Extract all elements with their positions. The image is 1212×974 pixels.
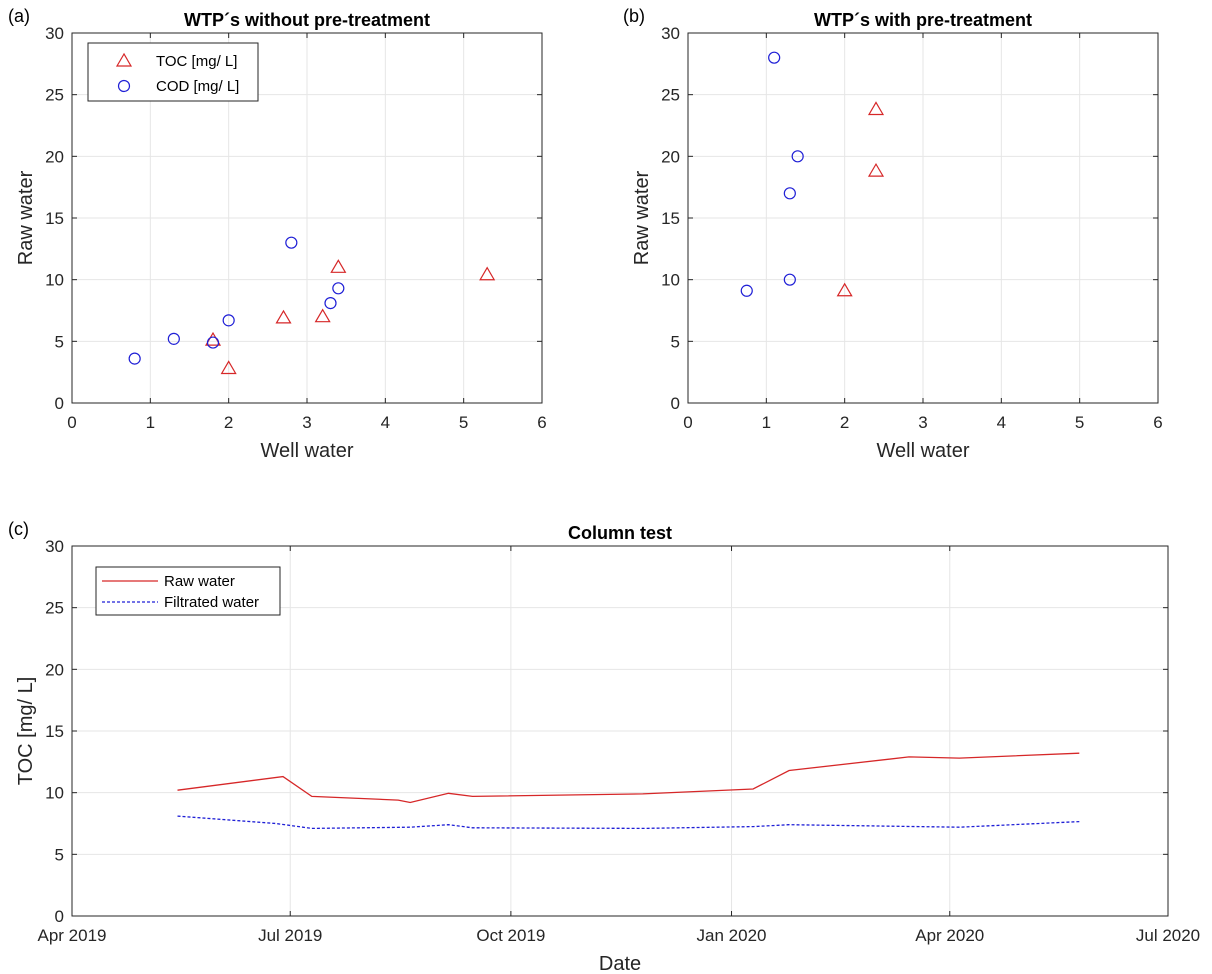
- y-tick-label: 0: [55, 907, 64, 926]
- x-tick-label: 4: [997, 413, 1006, 432]
- toc-triangle-marker: [836, 282, 853, 297]
- y-tick-label: 5: [671, 332, 680, 351]
- legend-triangle-marker: [115, 52, 133, 67]
- cod-circle-marker: [791, 150, 804, 163]
- raw-water-line: [177, 752, 1080, 804]
- x-tick-label: 3: [918, 413, 927, 432]
- cod-circle-marker: [128, 352, 141, 365]
- cod-circle-marker: [167, 332, 180, 345]
- x-tick-label: 5: [1075, 413, 1084, 432]
- cod-circle-marker: [206, 336, 220, 349]
- y-tick-label: 30: [45, 24, 64, 43]
- x-tick-label: 4: [381, 413, 390, 432]
- x-tick-label: 1: [762, 413, 771, 432]
- y-tick-label: 10: [45, 271, 64, 290]
- y-tick-label: 10: [45, 784, 64, 803]
- cod-circle-marker: [768, 51, 781, 64]
- y-tick-label: 30: [661, 24, 680, 43]
- y-tick-label: 25: [45, 86, 64, 105]
- y-tick-label: 20: [45, 147, 64, 166]
- x-tick-label: 6: [1153, 413, 1162, 432]
- legend-box: [87, 42, 259, 102]
- legend: TOC [mg/ L] COD [mg/ L]: [87, 42, 259, 102]
- chart-title: WTP´s with pre-treatment: [814, 10, 1032, 30]
- toc-triangle-marker: [220, 360, 237, 375]
- toc-triangle-marker: [330, 259, 347, 273]
- x-tick-label: 0: [683, 413, 692, 432]
- chart-panel-1: 0 1 2 3 4 5 6 0 5 10 15 20 25 30 WTP´s with pre-treatm…: [623, 6, 1163, 462]
- x-tick-label: Jan 2020: [697, 926, 767, 945]
- x-tick-label: 3: [302, 413, 311, 432]
- toc-triangle-marker: [479, 266, 496, 281]
- x-tick-label: 5: [459, 413, 468, 432]
- y-axis-label: TOC [mg/ L]: [15, 677, 37, 786]
- x-tick-label: Apr 2020: [915, 926, 984, 945]
- chart-title: WTP´s without pre-treatment: [184, 10, 430, 30]
- y-tick-label: 20: [45, 660, 64, 679]
- y-tick-label: 30: [45, 537, 64, 556]
- legend-label: TOC [mg/ L]: [156, 53, 237, 70]
- chart-title: Column test: [568, 523, 672, 543]
- y-tick-label: 20: [661, 147, 680, 166]
- x-tick-label: Apr 2019: [38, 926, 107, 945]
- x-axis-label: Well water: [261, 440, 354, 462]
- y-axis-label: Raw water: [631, 170, 653, 265]
- x-tick-label: Jul 2020: [1136, 926, 1200, 945]
- y-tick-label: 15: [45, 722, 64, 741]
- legend-label: Raw water: [164, 573, 235, 590]
- toc-triangle-marker: [275, 309, 292, 324]
- cod-circle-marker: [740, 284, 753, 297]
- panel-label: (a): [8, 6, 30, 26]
- cod-circle-marker: [285, 236, 298, 249]
- x-axis-label: Date: [599, 953, 641, 974]
- x-tick-label: 0: [67, 413, 76, 432]
- x-tick-label: 2: [840, 413, 849, 432]
- legend: Raw water Filtrated water: [95, 566, 281, 616]
- legend-box: [95, 566, 281, 616]
- x-tick-label: 6: [537, 413, 546, 432]
- panel-label: (c): [8, 519, 29, 539]
- y-tick-label: 0: [55, 394, 64, 413]
- y-tick-label: 5: [55, 845, 64, 864]
- filtrated-water-line: [177, 815, 1080, 830]
- y-tick-label: 0: [671, 394, 680, 413]
- chart-panel-2: Apr 2019 Jul 2019 Oct 2019 Jan 2020 Apr 2020…: [8, 519, 1200, 974]
- legend-circle-marker: [117, 79, 131, 93]
- legend-label: Filtrated water: [164, 594, 259, 611]
- cod-circle-marker: [222, 314, 235, 327]
- y-tick-label: 5: [55, 332, 64, 351]
- cod-circle-marker: [783, 187, 796, 200]
- panel-label: (b): [623, 6, 645, 26]
- x-tick-label: Jul 2019: [258, 926, 322, 945]
- y-tick-label: 15: [45, 209, 64, 228]
- x-axis-label: Well water: [877, 440, 970, 462]
- y-tick-label: 25: [661, 86, 680, 105]
- x-tick-label: 2: [224, 413, 233, 432]
- chart-panel-0: 0 1 2 3 4 5 6 0 5 10 15 20 25 30 WTP´s without pre-tre…: [8, 6, 547, 462]
- y-tick-label: 15: [661, 209, 680, 228]
- y-axis-label: Raw water: [15, 170, 37, 265]
- cod-circle-marker: [324, 297, 337, 310]
- cod-circle-marker: [332, 282, 345, 295]
- x-tick-label: 1: [146, 413, 155, 432]
- legend-label: COD [mg/ L]: [156, 78, 239, 95]
- y-tick-label: 25: [45, 599, 64, 618]
- toc-triangle-marker: [867, 162, 885, 177]
- toc-triangle-marker: [867, 101, 885, 116]
- toc-triangle-marker: [314, 308, 331, 323]
- y-tick-label: 10: [661, 271, 680, 290]
- cod-circle-marker: [783, 273, 796, 286]
- x-tick-label: Oct 2019: [476, 926, 545, 945]
